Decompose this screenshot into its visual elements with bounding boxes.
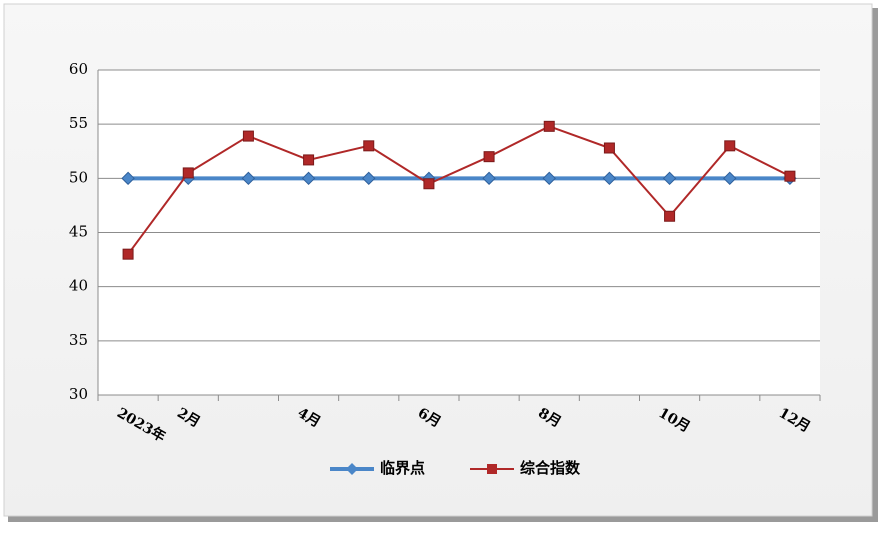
point-marker	[542, 171, 556, 186]
legend-label: 综合指数	[520, 459, 581, 477]
legend-marker	[487, 464, 497, 474]
series-line	[127, 125, 791, 255]
point-marker	[362, 171, 376, 186]
point-marker	[603, 142, 615, 154]
point-marker	[182, 167, 194, 179]
point-marker	[242, 130, 254, 142]
point-marker	[784, 170, 796, 182]
point-marker	[363, 140, 375, 152]
y-tick-label: 55	[69, 114, 88, 132]
point-marker	[241, 171, 256, 186]
point-marker	[664, 210, 676, 222]
point-marker	[724, 140, 736, 152]
point-marker	[602, 171, 617, 186]
point-marker	[662, 171, 677, 186]
y-tick-label: 40	[69, 277, 88, 295]
y-tick-label: 60	[69, 60, 88, 78]
point-marker	[423, 178, 435, 190]
point-marker	[301, 171, 316, 186]
point-marker	[303, 154, 315, 166]
point-marker	[121, 171, 135, 186]
point-marker	[483, 151, 495, 163]
legend-label: 临界点	[380, 459, 425, 477]
y-tick-label: 50	[69, 168, 88, 186]
y-tick-label: 45	[69, 223, 88, 241]
point-marker	[543, 120, 555, 132]
point-marker	[122, 248, 134, 260]
legend-marker	[346, 463, 358, 475]
point-marker	[723, 171, 737, 186]
y-tick-label: 30	[69, 385, 88, 403]
point-marker	[482, 171, 496, 186]
y-tick-label: 35	[69, 331, 88, 349]
